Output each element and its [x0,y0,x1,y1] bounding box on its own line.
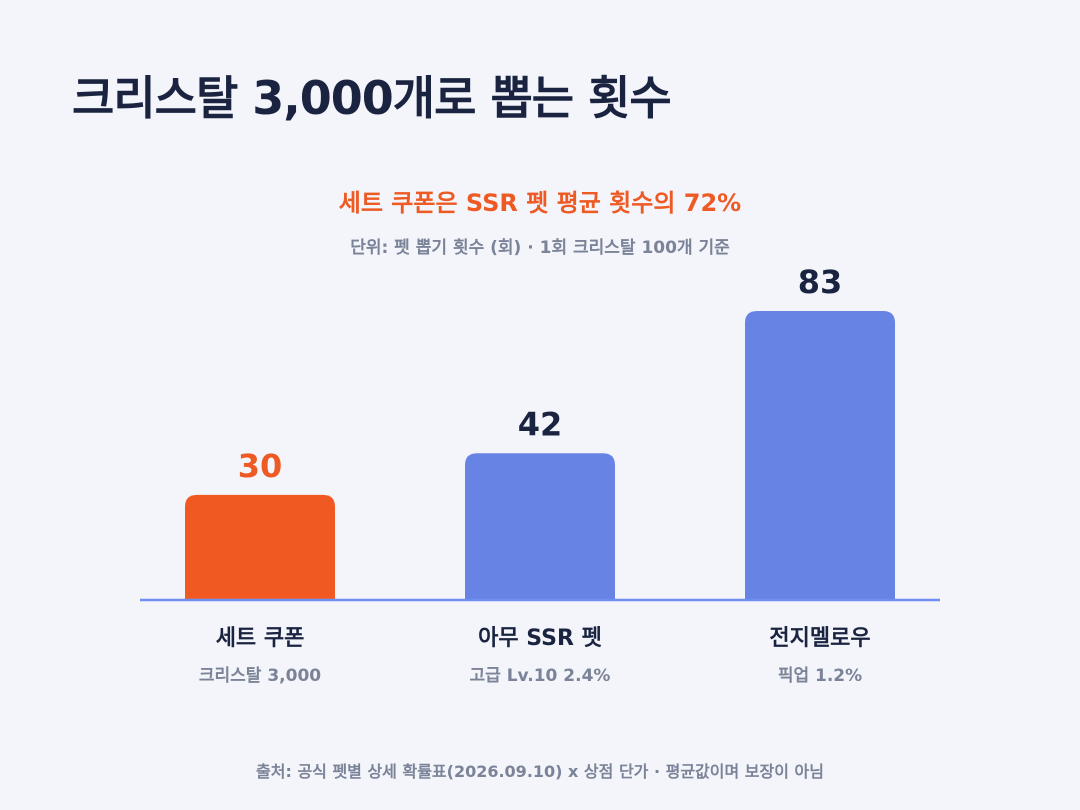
value-label-1: 42 [518,405,563,443]
value-label-2: 83 [798,263,843,301]
category-label-0: 세트 쿠폰 [216,626,305,651]
category-label-2: 전지멜로우 [769,626,870,651]
value-label-0: 30 [238,447,283,485]
unit-note: 단위: 펫 뽑기 횟수 (회) · 1회 크리스탈 100개 기준 [350,238,730,258]
bar-2 [745,310,895,599]
category-sublabel-1: 고급 Lv.10 2.4% [470,666,611,686]
chart-subtitle: 세트 쿠폰은 SSR 펫 평균 횟수의 72% [338,189,742,217]
bar-1 [465,453,615,599]
category-label-1: 아무 SSR 펫 [478,626,602,651]
category-sublabel-0: 크리스탈 3,000 [199,665,321,686]
source-note: 출처: 공식 펫별 상세 확률표(2026.09.10) x 상점 단가 · 평… [256,762,824,781]
category-sublabel-2: 픽업 1.2% [778,666,862,686]
bar-0 [185,494,335,599]
chart-title: 크리스탈 3,000개로 뽑는 횟수 [72,71,672,125]
